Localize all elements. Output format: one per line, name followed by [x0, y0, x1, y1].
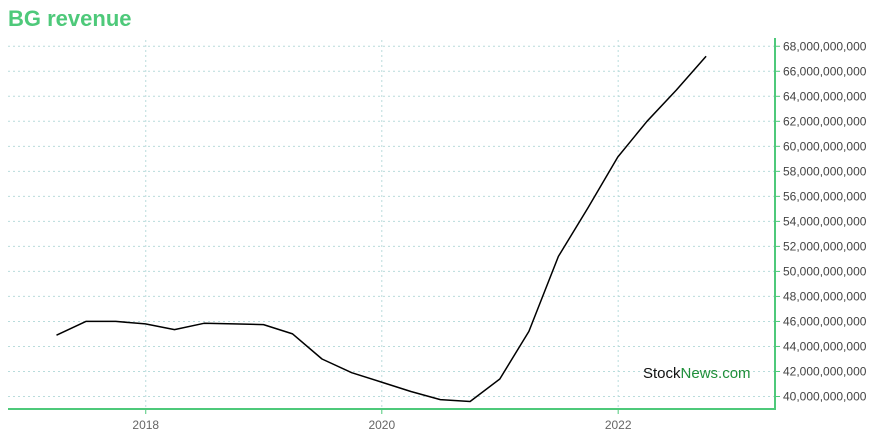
revenue-series-line [56, 55, 707, 403]
x-tick-label: 2022 [605, 418, 632, 432]
y-tick-label: 66,000,000,000 [783, 64, 867, 78]
chart-title: BG revenue [8, 6, 132, 31]
y-tick-label: 44,000,000,000 [783, 339, 867, 353]
x-tick-label: 2020 [368, 418, 395, 432]
y-tick-label: 50,000,000,000 [783, 264, 867, 278]
y-tick-label: 58,000,000,000 [783, 164, 867, 178]
watermark-part-1: Stock [643, 365, 681, 382]
y-tick-label: 40,000,000,000 [783, 389, 867, 403]
y-tick-label: 64,000,000,000 [783, 89, 867, 103]
y-tick-label: 62,000,000,000 [783, 114, 867, 128]
y-tick-label: 46,000,000,000 [783, 314, 867, 328]
watermark-part-2: News.com [680, 365, 751, 382]
watermark-logo: StockNews.com [643, 365, 751, 382]
y-tick-label: 68,000,000,000 [783, 39, 867, 53]
y-tick-label: 56,000,000,000 [783, 189, 867, 203]
y-tick-label: 52,000,000,000 [783, 239, 867, 253]
x-tick-label: 2018 [132, 418, 159, 432]
y-tick-label: 54,000,000,000 [783, 214, 867, 228]
y-tick-label: 48,000,000,000 [783, 289, 867, 303]
y-tick-label: 60,000,000,000 [783, 139, 867, 153]
y-tick-label: 42,000,000,000 [783, 364, 867, 378]
